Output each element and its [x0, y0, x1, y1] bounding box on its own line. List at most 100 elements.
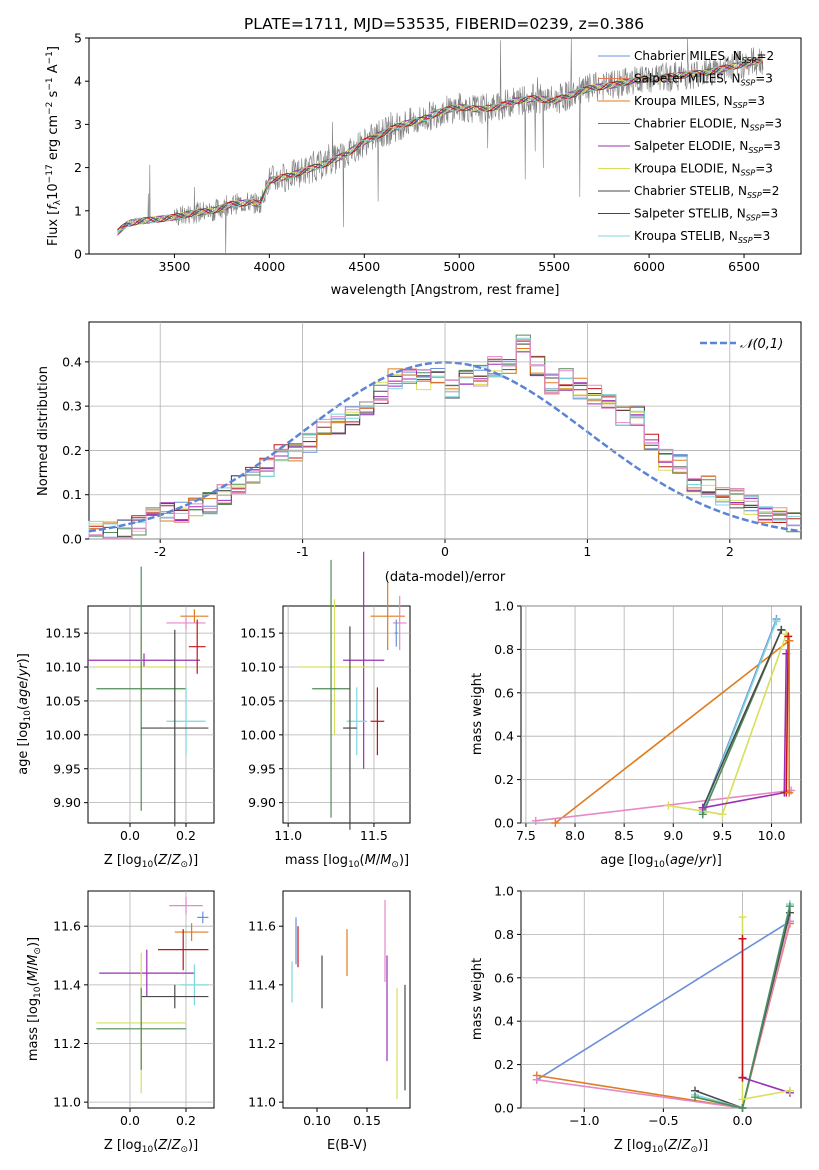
legend-subscript: SSP [747, 191, 762, 200]
y-tick-label: 11.0 [53, 1095, 81, 1110]
mass-z-axes [87, 890, 215, 1109]
age-mass-panel: 11.0 11.5 9.90 9.95 10.00 10.05 10.10 10.15 mas… [240, 551, 411, 870]
y-tick-label: 0.4 [494, 729, 514, 744]
x-tick-label: 2 [726, 544, 734, 559]
mass-ebv-panel: 0.10 0.15 11.0 11.2 11.4 11.6 E(B-V) [248, 890, 411, 1153]
y-tick-label: 10.00 [45, 727, 81, 742]
weight-marker [551, 819, 560, 827]
weight-age-y-label: mass weight [470, 673, 485, 755]
mass-ebv-x-label: E(B-V) [327, 1138, 367, 1153]
legend-label: Chabrier STELIB, NSSP=2 [634, 184, 779, 200]
y-tick-label: 9.90 [53, 795, 81, 810]
weight-marker [664, 801, 673, 810]
x-tick-label: 0.15 [353, 1113, 381, 1128]
legend-label-tail: =3 [755, 162, 773, 176]
y-tick-label: 10.10 [240, 660, 276, 675]
y-tick-label: 11.0 [248, 1095, 276, 1110]
model-spectrum-line [117, 57, 764, 234]
spectrum-x-label: wavelength [Angstrom, rest frame] [331, 283, 560, 298]
weight-z-plot-area: −1.0 −0.5 0.0 0.0 0.2 0.4 0.6 0.8 1.0 [494, 884, 801, 1128]
legend-label-tail: =2 [762, 184, 780, 198]
y-tick-label: 10.00 [240, 727, 276, 742]
y-tick-label: 0.6 [494, 970, 514, 985]
weight-marker [785, 788, 794, 797]
weight-marker [738, 1073, 747, 1082]
legend-label: Kroupa ELODIE, NSSP=3 [634, 162, 773, 178]
x-tick-label: -2 [154, 544, 166, 559]
spectrum-panel: 3500 4000 4500 5000 5500 6000 6500 0 1 2 3 4 5 Chabr… [45, 31, 802, 298]
mass-z-y-label: mass [log10(M/M⊙)] [26, 937, 43, 1061]
mass-z-panel: 0.0 0.2 11.0 11.2 11.4 11.6 Z [log10(Z/Z⊙)] m… [26, 890, 215, 1155]
x-tick-label: 7.5 [516, 828, 536, 843]
age-z-y-label: age [log10(age/yr)] [16, 653, 33, 775]
legend-label-tail: =3 [753, 229, 771, 243]
age-z-panel: 0.0 0.2 9.90 9.95 10.00 10.05 10.10 10.15 Z [lo… [16, 566, 215, 870]
residual-legend: 𝒩(0,1) [700, 337, 783, 352]
weight-line [702, 629, 783, 809]
weight-marker [532, 1075, 541, 1084]
x-tick-label: 4500 [348, 259, 380, 274]
legend-label: Salpeter STELIB, NSSP=3 [634, 207, 778, 223]
mass-ebv-axes [282, 890, 411, 1109]
weight-z-x-label: Z [log10(Z/Z⊙)] [614, 1138, 708, 1155]
legend-subscript: SSP [750, 124, 765, 133]
residual-x-label: (data-model)/error [385, 570, 506, 585]
y-tick-label: 0.3 [62, 399, 82, 414]
age-z-axes [87, 605, 215, 824]
y-tick-label: 11.2 [53, 1036, 81, 1051]
x-tick-label: −1.0 [569, 1113, 599, 1128]
x-tick-label: 6500 [728, 259, 760, 274]
weight-line [742, 1076, 791, 1094]
weight-marker [785, 636, 794, 645]
y-tick-label: 4 [74, 74, 82, 89]
weight-age-x-label: age [log10(age/yr)] [600, 853, 722, 870]
y-tick-label: 0.2 [494, 1057, 514, 1072]
weight-line [785, 636, 789, 793]
weight-line [554, 640, 790, 824]
x-tick-label: 1 [583, 544, 591, 559]
x-tick-label: 0.2 [176, 1113, 196, 1128]
legend-label: Chabrier ELODIE, NSSP=3 [634, 117, 782, 133]
weight-marker [785, 1086, 794, 1095]
figure-title: PLATE=1711, MJD=53535, FIBERID=0239, z=0… [244, 15, 644, 33]
weight-marker [784, 632, 793, 641]
legend-subscript: SSP [746, 214, 761, 223]
weight-marker [738, 1104, 747, 1112]
mass-z-x-label: Z [log10(Z/Z⊙)] [104, 1138, 198, 1155]
x-tick-label: 10.0 [758, 828, 786, 843]
x-tick-label: -1 [296, 544, 308, 559]
spectrum-y-label: Flux [fλ10−17 erg cm−2 s−1 A−1] [45, 46, 63, 246]
y-tick-label: 9.90 [248, 795, 276, 810]
age-z-x-label: Z [log10(Z/Z⊙)] [104, 853, 198, 870]
residual-ticks: -2 -1 0 1 2 0.0 0.1 0.2 0.3 0.4 [62, 322, 801, 559]
weight-age-plot-area: 7.5 8.0 8.5 9.0 9.5 10.0 0.0 0.2 0.4 0.6 0.8 1.0 [494, 599, 801, 843]
y-tick-label: 9.95 [53, 761, 81, 776]
x-tick-label: 0.2 [176, 828, 196, 843]
legend-subscript: SSP [733, 101, 748, 110]
y-tick-label: 0.6 [494, 685, 514, 700]
weight-marker [738, 934, 747, 943]
weight-marker [531, 816, 540, 825]
y-tick-label: 10.15 [45, 626, 81, 641]
model-spectrum-line [117, 60, 764, 232]
y-tick-label: 1 [74, 203, 82, 218]
y-tick-label: 0.0 [62, 532, 82, 547]
y-tick-label: 0.8 [494, 927, 514, 942]
x-tick-label: 3500 [159, 259, 191, 274]
legend-subscript: SSP [741, 169, 756, 178]
y-tick-label: 0.4 [494, 1014, 514, 1029]
y-tick-label: 0.0 [494, 1101, 514, 1116]
y-tick-label: 9.95 [248, 761, 276, 776]
legend-label: Kroupa STELIB, NSSP=3 [634, 229, 770, 245]
x-tick-label: 9.0 [663, 828, 683, 843]
weight-age-panel: 7.5 8.0 8.5 9.0 9.5 10.0 0.0 0.2 0.4 0.6 0.8 1.0 ag… [470, 599, 802, 870]
x-tick-label: 8.0 [565, 828, 585, 843]
y-tick-label: 11.4 [248, 977, 276, 992]
x-tick-label: 11.0 [274, 828, 302, 843]
x-tick-label: 0.0 [733, 1113, 753, 1128]
age-mass-x-label: mass [log10(M/M⊙)] [285, 853, 409, 870]
y-tick-label: 1.0 [494, 884, 514, 899]
legend-label-tail: =2 [756, 49, 774, 63]
legend-label: Kroupa MILES, NSSP=3 [634, 94, 765, 110]
